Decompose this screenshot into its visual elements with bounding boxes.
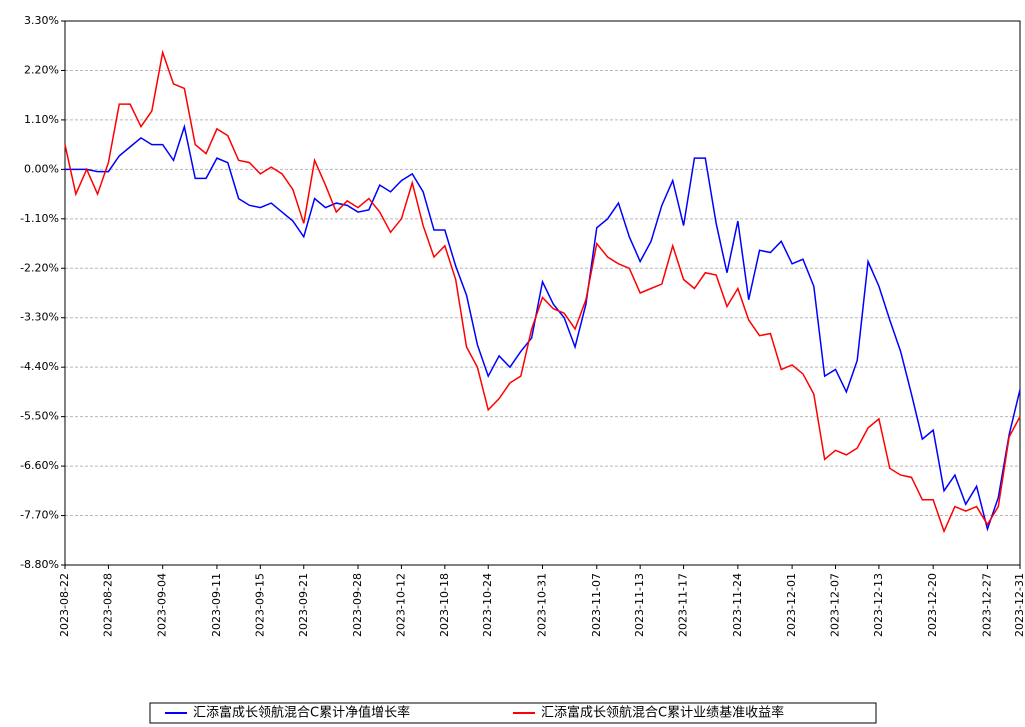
x-tick-label: 2023-10-12	[394, 573, 407, 637]
y-tick-label: -5.50%	[20, 410, 59, 423]
x-tick-label: 2023-10-24	[481, 573, 494, 637]
x-tick-label: 2023-12-27	[980, 573, 993, 637]
x-tick-label: 2023-09-28	[351, 573, 364, 637]
x-tick-label: 2023-09-15	[253, 573, 266, 637]
x-tick-label: 2023-11-13	[633, 573, 646, 637]
y-tick-label: -7.70%	[20, 509, 59, 522]
y-tick-label: -2.20%	[20, 261, 59, 274]
x-tick-label: 2023-10-31	[536, 573, 549, 637]
x-tick-label: 2023-11-07	[590, 573, 603, 637]
y-tick-label: 0.00%	[24, 162, 59, 175]
series-line	[64, 49, 1021, 534]
plot-frame	[64, 20, 1021, 566]
y-tick-label: -1.10%	[20, 212, 59, 225]
x-tick-label: 2023-09-21	[297, 573, 310, 637]
x-tick-label: 2023-08-22	[58, 573, 71, 637]
x-tick-label: 2023-11-17	[677, 573, 690, 637]
y-tick-label: -4.40%	[20, 360, 59, 373]
y-tick-label: -8.80%	[20, 558, 59, 571]
y-tick-label: 2.20%	[24, 63, 59, 76]
x-tick-label: 2023-12-20	[926, 573, 939, 637]
y-tick-label: -3.30%	[20, 311, 59, 324]
y-tick-label: -6.60%	[20, 459, 59, 472]
series-line	[65, 123, 1021, 532]
x-tick-label: 2023-08-28	[101, 573, 114, 637]
x-tick-label: 2023-12-31	[1013, 573, 1025, 637]
x-tick-label: 2023-11-24	[731, 573, 744, 637]
x-tick-label: 2023-09-11	[210, 573, 223, 637]
x-tick-label: 2023-12-07	[829, 573, 842, 637]
y-tick-label: 3.30%	[24, 14, 59, 27]
y-tick-label: 1.10%	[24, 113, 59, 126]
x-tick-label: 2023-10-18	[438, 573, 451, 637]
x-tick-label: 2023-12-01	[785, 573, 798, 637]
x-tick-label: 2023-09-04	[156, 573, 169, 637]
legend-label: 汇添富成长领航混合C累计净值增长率	[193, 705, 410, 721]
x-tick-label: 2023-12-13	[872, 573, 885, 637]
legend-box	[149, 702, 877, 724]
legend-label: 汇添富成长领航混合C累计业绩基准收益率	[541, 705, 784, 721]
